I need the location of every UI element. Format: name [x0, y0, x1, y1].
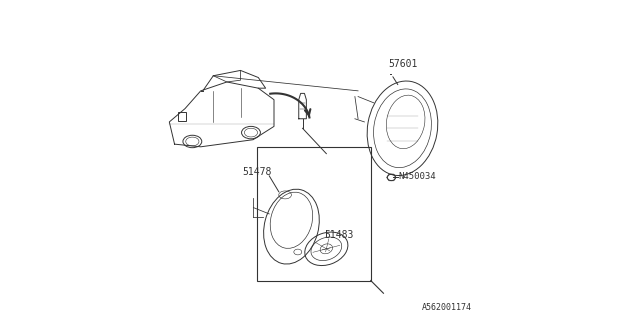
Bar	[257, 147, 371, 281]
Bar	[178, 112, 186, 121]
Text: 57601: 57601	[388, 60, 417, 69]
Text: A562001174: A562001174	[422, 303, 472, 312]
Text: 51483: 51483	[324, 230, 354, 240]
Text: 51478: 51478	[243, 167, 271, 177]
Text: N450034: N450034	[399, 172, 436, 181]
